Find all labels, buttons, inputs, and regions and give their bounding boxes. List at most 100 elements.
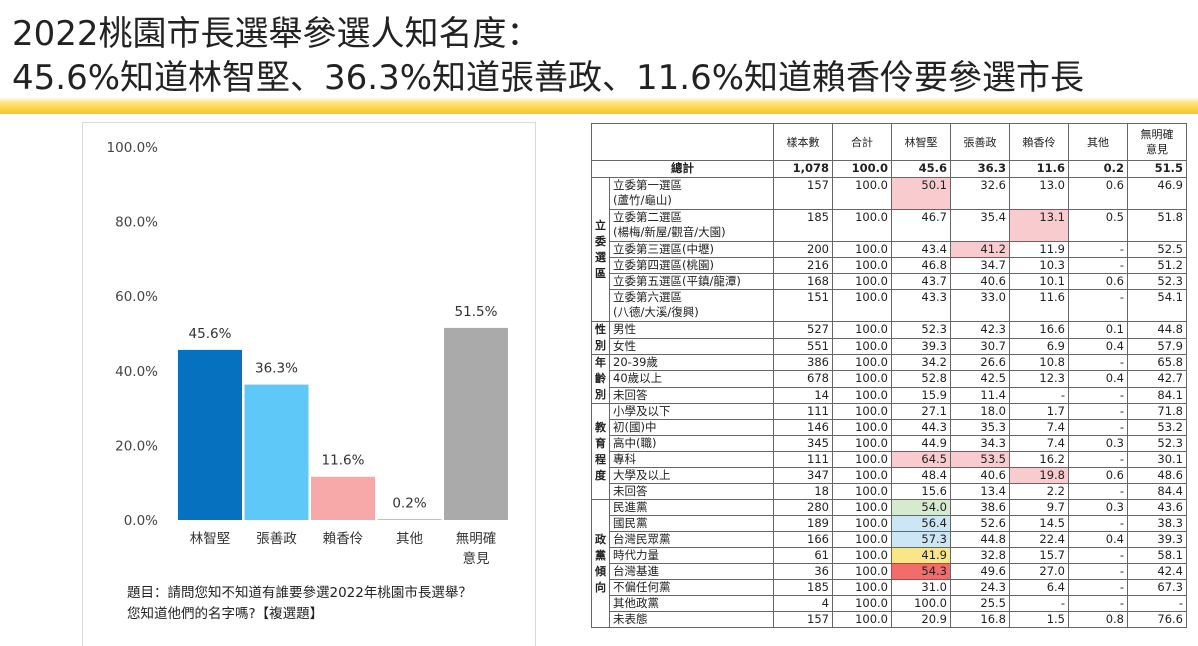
row-label: 其他政黨 [609,595,774,612]
row-label: 不偏任何黨 [609,579,774,596]
cell: 100.0 [832,370,892,388]
table-row: 高中(職) 345 100.0 44.9 34.3 7.4 0.3 52.3 [592,435,1187,452]
cell: 100.0 [832,353,892,372]
cell: 44.8 [1127,321,1187,339]
cell: 100.0 [832,611,892,628]
cell: 39.3 [891,337,951,355]
question-line-2: 您知道他們的名字嗎?【複選題】 [127,606,324,622]
cell: 12.3 [1009,370,1069,388]
cell: 43.4 [891,241,951,258]
cell: 45.6 [891,160,951,178]
cell: 64.5 [891,451,951,468]
cell: 27.0 [1009,563,1069,580]
cell: 36.3 [950,160,1010,178]
table-row: 台灣民眾黨 166 100.0 57.3 44.8 22.4 0.4 39.3 [592,531,1187,548]
cell: 347 [773,467,833,484]
column-header: 其他 [1068,123,1128,161]
cell: 51.8 [1127,209,1187,242]
cell: 84.1 [1127,386,1187,405]
cell: 166 [773,531,833,548]
x-category-label: 其他 [396,531,423,547]
table-row: 性別男性 527 100.0 52.3 42.3 16.6 0.1 44.8 [591,321,1187,355]
group-label: 立委選區 [591,177,610,322]
cell: 52.8 [891,370,951,388]
cell: 44.3 [891,419,951,436]
bar [311,476,375,520]
cell: 6.9 [1009,337,1069,355]
cell: 25.5 [950,595,1010,612]
table-row: 立委第三選區(中壢) 200 100.0 43.4 41.2 11.9-52.5 [592,241,1187,258]
table-row: 專科 111 100.0 64.5 53.5 16.2-30.1 [592,451,1187,468]
cell: 216 [773,257,833,274]
table-row: 政黨傾向民進黨 280 100.0 54.0 38.6 9.7 0.3 43.6 [591,499,1187,628]
title-line-1: 2022桃園市長選舉參選人知名度： [12,14,541,54]
x-category-label: 無明確 [456,531,497,547]
row-label: 立委第三選區(中壢) [609,241,774,258]
cell: 20.9 [891,611,951,628]
data-label: 51.5% [455,304,498,320]
data-label: 36.3% [255,361,298,377]
cell: - [1068,386,1128,405]
cell: 0.1 [1068,321,1128,339]
cell: 386 [773,353,833,372]
cell: 16.2 [1009,451,1069,468]
cell: 678 [773,370,833,388]
cell: 0.3 [1068,499,1128,516]
row-label: 專科 [609,451,774,468]
cell: 0.4 [1068,531,1128,548]
cell: 53.5 [950,451,1010,468]
cell: - [1068,289,1128,322]
cell: 1.5 [1009,611,1069,628]
cell: 100.0 [832,579,892,596]
table-row: 立委第二選區 (楊梅/新屋/觀音/大園) 185 100.0 46.7 35.4 13.1 0… [592,209,1187,242]
table-row: 台灣基進 36 100.0 54.3 49.6 27.0-42.4 [592,563,1187,580]
cell: 10.8 [1009,353,1069,372]
cell: 10.3 [1009,257,1069,274]
table-row: 立委第五選區(平鎮/龍潭) 168 100.0 43.7 40.6 10.1 0.6 52.3 [592,273,1187,290]
cell: 0.5 [1068,209,1128,242]
x-category-label: 林智堅 [190,531,231,547]
table-row: 未回答 18 100.0 15.6 13.4 2.2-84.4 [592,483,1187,500]
cell: 100.0 [832,515,892,532]
group-label: 教育程度 [591,403,610,500]
y-tick-label: 20.0% [115,438,158,454]
cell: 46.9 [1127,177,1187,210]
cell: 9.7 [1009,499,1069,516]
row-label: 立委第六選區 (八德/大溪/復興) [609,289,774,322]
data-label: 0.2% [392,495,426,511]
cell: 50.1 [891,177,951,210]
cell: 100.0 [832,451,892,468]
column-header: 張善政 [950,123,1010,161]
cell: 56.4 [891,515,951,532]
cell: 46.8 [891,257,951,274]
table-row: 時代力量 61 100.0 41.9 32.8 15.7-58.1 [592,547,1187,564]
y-tick-label: 100.0% [107,140,159,156]
cell: 168 [773,273,833,290]
cell: 0.4 [1068,370,1128,388]
cell: 100.0 [832,435,892,452]
cell: 32.8 [950,547,1010,564]
group-label: 政黨傾向 [591,499,610,628]
table-row: 不偏任何黨 185 100.0 31.0 24.3 6.4-67.3 [592,579,1187,596]
cell: 48.6 [1127,467,1187,484]
cell: 41.9 [891,547,951,564]
cell: 1.7 [1009,403,1069,420]
total-row: 總計 1,078 100.0 45.6 36.3 11.6 0.2 51.5 [591,160,1187,178]
cell: 49.6 [950,563,1010,580]
cell: 100.0 [832,467,892,484]
cell: 13.0 [1009,177,1069,210]
row-label: 台灣基進 [609,563,774,580]
bar-chart-panel: 0.0% 20.0% 40.0% 60.0% 80.0% 100.0% 45.6% 林智堅 36… [82,122,536,646]
cell: 36 [773,563,833,580]
table-row: 大學及以上 347 100.0 48.4 40.6 19.8 0.6 48.6 [592,467,1187,484]
cell: 100.0 [832,547,892,564]
cell: - [1009,595,1069,612]
cell: - [1068,579,1128,596]
cell: 51.5 [1127,160,1187,178]
row-label: 20-39歲 [609,353,774,372]
cell: 46.7 [891,209,951,242]
cell: 54.1 [1127,289,1187,322]
cell: 100.0 [832,403,892,420]
cell: 44.8 [950,531,1010,548]
column-header: 樣本數 [773,123,833,161]
